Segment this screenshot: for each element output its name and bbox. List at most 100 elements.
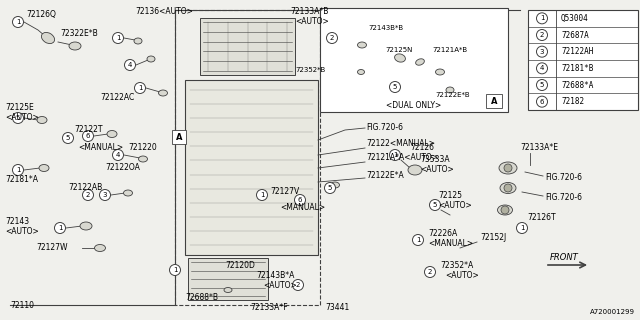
Ellipse shape [134,38,142,44]
Text: 2: 2 [428,269,432,275]
Circle shape [516,222,527,234]
Bar [320,8,508,112]
Ellipse shape [107,131,117,138]
Circle shape [501,206,509,214]
Text: 72181*B: 72181*B [561,64,593,73]
Text: 5: 5 [16,115,20,121]
Circle shape [292,279,303,291]
Text: 73533A: 73533A [420,156,450,164]
Ellipse shape [500,182,516,194]
Circle shape [294,195,305,205]
Text: 1: 1 [393,152,397,158]
Circle shape [536,46,547,57]
Text: <AUTO>: <AUTO> [445,270,479,279]
Text: 2: 2 [296,282,300,288]
Text: 1: 1 [16,167,20,173]
Circle shape [99,189,111,201]
Text: 72352*B: 72352*B [296,67,326,73]
Text: 2: 2 [540,32,544,38]
Text: 6: 6 [540,99,544,105]
Text: <AUTO>: <AUTO> [420,165,454,174]
Text: 4: 4 [128,62,132,68]
Text: 73441: 73441 [325,303,349,313]
Ellipse shape [37,116,47,124]
Text: 1: 1 [260,192,264,198]
Circle shape [134,83,145,93]
Text: 1: 1 [58,225,62,231]
Text: Q53004: Q53004 [561,14,589,23]
Circle shape [170,265,180,276]
Circle shape [504,164,512,172]
Text: 72127W: 72127W [36,244,67,252]
Circle shape [54,222,65,234]
Ellipse shape [435,69,445,75]
Text: 72110: 72110 [10,300,34,309]
Ellipse shape [330,182,339,188]
Text: 72126Q: 72126Q [26,10,56,19]
Text: 3: 3 [540,49,544,55]
Ellipse shape [138,156,147,162]
Circle shape [83,131,93,141]
Text: 72122AB: 72122AB [68,183,102,193]
Ellipse shape [497,205,513,215]
Text: <MANUAL>: <MANUAL> [428,238,473,247]
Text: 5: 5 [66,135,70,141]
Text: 5: 5 [393,84,397,90]
Text: 1: 1 [173,267,177,273]
Text: 72226A: 72226A [428,228,457,237]
Text: 1: 1 [416,237,420,243]
Text: 72126: 72126 [410,143,434,153]
Text: 72125E: 72125E [5,103,34,113]
Text: 1: 1 [540,15,544,21]
Circle shape [83,189,93,201]
Text: 72122OA: 72122OA [105,163,140,172]
Text: <AUTO>: <AUTO> [263,282,297,291]
Bar [200,18,295,75]
Text: 72125: 72125 [438,190,462,199]
Text: <MANUAL>: <MANUAL> [280,204,325,212]
Text: 72122E*B: 72122E*B [435,92,470,98]
Text: 1: 1 [16,19,20,25]
Text: 72122T: 72122T [74,125,102,134]
Ellipse shape [358,69,365,75]
Text: 72122E*A: 72122E*A [366,171,404,180]
Text: <AUTO>: <AUTO> [438,201,472,210]
Ellipse shape [408,165,422,175]
Ellipse shape [42,32,54,44]
Circle shape [326,33,337,44]
Text: 72121A*A<AUTO>: 72121A*A<AUTO> [366,154,438,163]
Text: 72688*B: 72688*B [185,293,218,302]
Text: FIG.720-6: FIG.720-6 [545,194,582,203]
Text: 5: 5 [540,82,544,88]
Text: 72143B*A: 72143B*A [256,271,294,281]
Text: A720001299: A720001299 [590,309,635,315]
Circle shape [504,184,512,192]
Text: 6: 6 [298,197,302,203]
Bar [486,94,502,108]
Text: FIG.720-6: FIG.720-6 [545,173,582,182]
Circle shape [13,113,24,124]
Circle shape [536,96,547,107]
Circle shape [113,149,124,161]
Bar [188,258,268,300]
Ellipse shape [446,87,454,93]
Text: 72133A*E: 72133A*E [520,143,558,153]
Ellipse shape [39,164,49,172]
Text: 72121A*B: 72121A*B [432,47,467,53]
Text: FRONT: FRONT [550,253,579,262]
Text: 72125N: 72125N [385,47,412,53]
Text: 72122AH: 72122AH [561,47,593,56]
Text: 3: 3 [103,192,108,198]
Circle shape [429,199,440,211]
Text: 72133A*F: 72133A*F [250,303,287,313]
Text: 72126T: 72126T [527,213,556,222]
Circle shape [424,267,435,277]
Ellipse shape [69,42,81,50]
Bar [528,10,638,110]
Text: 1: 1 [116,35,120,41]
Circle shape [113,33,124,44]
Text: A: A [491,97,497,106]
Text: 72181*A: 72181*A [5,175,38,185]
Text: <AUTO>: <AUTO> [5,228,39,236]
Circle shape [390,149,401,161]
